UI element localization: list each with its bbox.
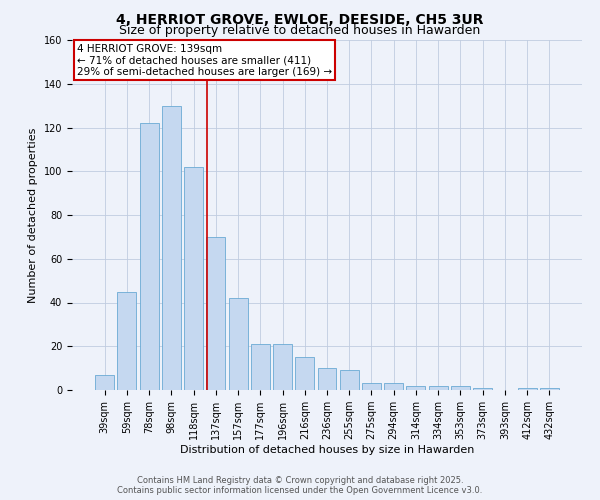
X-axis label: Distribution of detached houses by size in Hawarden: Distribution of detached houses by size … <box>180 445 474 455</box>
Bar <box>451 386 470 390</box>
Bar <box>362 384 381 390</box>
Bar <box>540 388 559 390</box>
Bar <box>317 368 337 390</box>
Bar <box>251 344 270 390</box>
Bar <box>273 344 292 390</box>
Text: 4 HERRIOT GROVE: 139sqm
← 71% of detached houses are smaller (411)
29% of semi-d: 4 HERRIOT GROVE: 139sqm ← 71% of detache… <box>77 44 332 76</box>
Bar <box>206 237 225 390</box>
Bar <box>162 106 181 390</box>
Bar <box>184 167 203 390</box>
Bar <box>384 384 403 390</box>
Bar <box>295 357 314 390</box>
Bar <box>473 388 492 390</box>
Bar <box>140 123 158 390</box>
Bar <box>406 386 425 390</box>
Y-axis label: Number of detached properties: Number of detached properties <box>28 128 38 302</box>
Bar <box>340 370 359 390</box>
Bar <box>229 298 248 390</box>
Text: 4, HERRIOT GROVE, EWLOE, DEESIDE, CH5 3UR: 4, HERRIOT GROVE, EWLOE, DEESIDE, CH5 3U… <box>116 12 484 26</box>
Text: Contains HM Land Registry data © Crown copyright and database right 2025.
Contai: Contains HM Land Registry data © Crown c… <box>118 476 482 495</box>
Bar <box>118 292 136 390</box>
Text: Size of property relative to detached houses in Hawarden: Size of property relative to detached ho… <box>119 24 481 37</box>
Bar <box>95 374 114 390</box>
Bar <box>429 386 448 390</box>
Bar <box>518 388 536 390</box>
